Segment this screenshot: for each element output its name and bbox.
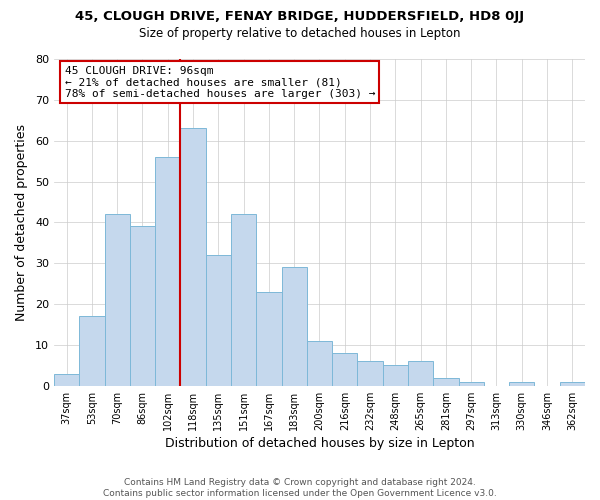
Bar xyxy=(281,268,307,386)
Bar xyxy=(206,255,231,386)
Bar xyxy=(383,366,408,386)
Bar xyxy=(433,378,458,386)
Text: Size of property relative to detached houses in Lepton: Size of property relative to detached ho… xyxy=(139,28,461,40)
Bar xyxy=(181,128,206,386)
Bar xyxy=(307,341,332,386)
Text: 45 CLOUGH DRIVE: 96sqm
← 21% of detached houses are smaller (81)
78% of semi-det: 45 CLOUGH DRIVE: 96sqm ← 21% of detached… xyxy=(65,66,375,98)
Bar xyxy=(104,214,130,386)
Bar xyxy=(509,382,535,386)
Bar xyxy=(79,316,104,386)
Bar xyxy=(256,292,281,386)
Text: 45, CLOUGH DRIVE, FENAY BRIDGE, HUDDERSFIELD, HD8 0JJ: 45, CLOUGH DRIVE, FENAY BRIDGE, HUDDERSF… xyxy=(76,10,524,23)
Text: Contains HM Land Registry data © Crown copyright and database right 2024.
Contai: Contains HM Land Registry data © Crown c… xyxy=(103,478,497,498)
Bar xyxy=(155,157,181,386)
Bar xyxy=(560,382,585,386)
Bar xyxy=(231,214,256,386)
Bar xyxy=(332,353,358,386)
Bar xyxy=(130,226,155,386)
Bar xyxy=(458,382,484,386)
Bar xyxy=(408,362,433,386)
Bar xyxy=(54,374,79,386)
X-axis label: Distribution of detached houses by size in Lepton: Distribution of detached houses by size … xyxy=(164,437,474,450)
Y-axis label: Number of detached properties: Number of detached properties xyxy=(15,124,28,321)
Bar xyxy=(358,362,383,386)
